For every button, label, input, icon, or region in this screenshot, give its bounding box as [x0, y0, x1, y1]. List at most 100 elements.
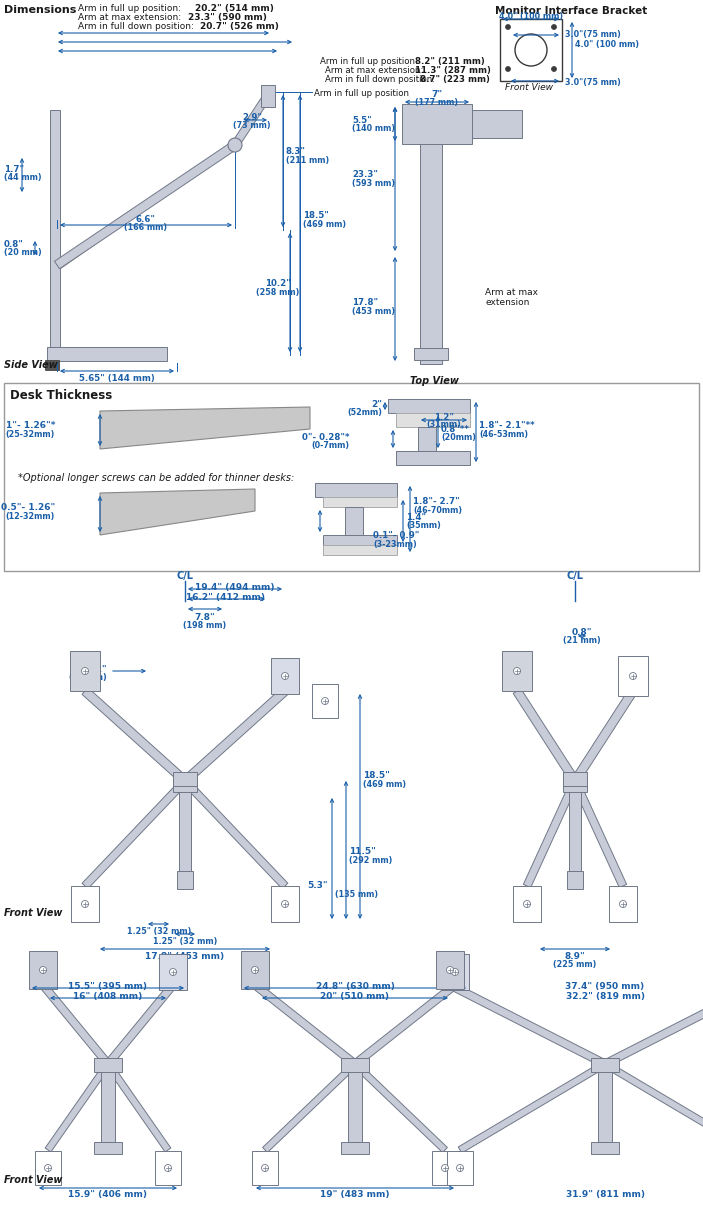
Text: Top View: Top View: [410, 376, 459, 385]
Text: 1.2": 1.2": [434, 413, 454, 422]
Text: (0-7mm): (0-7mm): [312, 441, 350, 450]
Text: 24.8" (630 mm): 24.8" (630 mm): [316, 983, 394, 991]
Polygon shape: [82, 778, 188, 889]
Text: 0"- 0.28"*: 0"- 0.28"*: [302, 433, 350, 441]
Text: 3.1": 3.1": [86, 665, 107, 674]
Polygon shape: [182, 778, 288, 889]
Bar: [159, 955, 187, 990]
Text: 1"- 1.26"*: 1"- 1.26"*: [6, 421, 55, 430]
Text: 31.9" (811 mm): 31.9" (811 mm): [565, 1190, 645, 1199]
Text: (211 mm): (211 mm): [286, 157, 329, 165]
Text: 15.9" (406 mm): 15.9" (406 mm): [68, 1190, 148, 1199]
Bar: [402, 105, 472, 143]
Bar: [323, 545, 397, 554]
Circle shape: [262, 1165, 269, 1171]
Text: 0.8": 0.8": [4, 240, 24, 249]
Circle shape: [551, 24, 557, 29]
Bar: [414, 348, 448, 360]
Circle shape: [551, 67, 557, 72]
Bar: [567, 871, 583, 889]
Text: *Optional longer screws can be added for thinner desks:: *Optional longer screws can be added for…: [18, 473, 295, 483]
Text: (46-70mm): (46-70mm): [413, 506, 462, 516]
Text: 32.2" (819 mm): 32.2" (819 mm): [565, 992, 645, 1001]
Bar: [323, 497, 397, 507]
Text: (166 mm): (166 mm): [124, 223, 167, 232]
Text: 7": 7": [432, 90, 443, 98]
Circle shape: [524, 901, 531, 907]
Bar: [500, 19, 562, 81]
Bar: [345, 507, 363, 547]
Polygon shape: [603, 1062, 703, 1153]
Polygon shape: [572, 779, 626, 888]
Text: (292 mm): (292 mm): [349, 856, 392, 865]
Polygon shape: [45, 1062, 111, 1152]
Polygon shape: [458, 1062, 607, 1153]
Text: 11.3" (287 mm): 11.3" (287 mm): [415, 66, 491, 75]
Text: 20.7" (526 mm): 20.7" (526 mm): [200, 22, 279, 30]
Circle shape: [513, 668, 520, 675]
Polygon shape: [232, 92, 271, 147]
Bar: [569, 786, 581, 871]
Bar: [315, 483, 397, 497]
Text: 3.0"(75 mm): 3.0"(75 mm): [565, 30, 621, 39]
Polygon shape: [82, 688, 188, 784]
Text: (44 mm): (44 mm): [4, 173, 41, 182]
Text: (225 mm): (225 mm): [553, 959, 597, 969]
Text: (35mm): (35mm): [406, 520, 441, 530]
Bar: [241, 951, 269, 989]
Text: 5.3": 5.3": [308, 882, 328, 890]
Text: 1.8"- 2.7": 1.8"- 2.7": [413, 497, 460, 506]
Bar: [432, 1152, 458, 1186]
Polygon shape: [352, 981, 458, 1068]
Text: Side View: Side View: [4, 360, 58, 370]
Bar: [70, 651, 100, 691]
Text: Arm in full up position:: Arm in full up position:: [320, 57, 420, 66]
Circle shape: [446, 967, 453, 974]
Bar: [29, 951, 57, 989]
Text: 1.25" (32 mm): 1.25" (32 mm): [153, 938, 217, 946]
Bar: [436, 951, 464, 989]
Text: 18.5": 18.5": [363, 771, 390, 781]
Text: Dimensions: Dimensions: [4, 5, 77, 15]
Polygon shape: [523, 779, 579, 888]
Circle shape: [252, 967, 259, 974]
Polygon shape: [105, 983, 176, 1066]
Bar: [179, 786, 191, 871]
Text: Arm in full up position: Arm in full up position: [314, 89, 409, 98]
Circle shape: [82, 668, 89, 675]
Text: 1.25" (32 mm): 1.25" (32 mm): [127, 927, 191, 936]
Text: (469 mm): (469 mm): [363, 781, 406, 789]
Bar: [155, 1152, 181, 1186]
Text: 10.2": 10.2": [265, 280, 291, 288]
Text: 0.8": 0.8": [572, 627, 592, 637]
Text: (469 mm): (469 mm): [303, 220, 346, 229]
Bar: [47, 347, 167, 361]
Text: (73 mm): (73 mm): [233, 122, 271, 130]
Text: 16" (408 mm): 16" (408 mm): [73, 992, 143, 1001]
Text: 7.8": 7.8": [195, 613, 215, 623]
Bar: [173, 778, 197, 792]
Text: (198 mm): (198 mm): [183, 621, 226, 630]
Text: 2.9": 2.9": [242, 113, 262, 122]
Bar: [341, 1058, 369, 1073]
Text: 8.3": 8.3": [286, 147, 306, 157]
Bar: [271, 658, 299, 694]
Bar: [35, 1152, 61, 1186]
Circle shape: [456, 1165, 463, 1171]
Text: extension: extension: [485, 298, 529, 306]
Circle shape: [169, 968, 176, 975]
Text: (21 mm): (21 mm): [563, 636, 601, 644]
Polygon shape: [263, 1062, 357, 1153]
Bar: [271, 886, 299, 922]
Text: 8.2" (211 mm): 8.2" (211 mm): [415, 57, 485, 66]
Circle shape: [165, 1165, 172, 1171]
Bar: [252, 1152, 278, 1186]
Text: 19" (483 mm): 19" (483 mm): [321, 1190, 389, 1199]
Circle shape: [619, 901, 626, 907]
Text: C/L: C/L: [567, 572, 583, 581]
Text: 4.0" (100 mm): 4.0" (100 mm): [575, 40, 639, 50]
Circle shape: [441, 1165, 449, 1171]
Text: Arm in full down position:: Arm in full down position:: [78, 22, 197, 30]
Polygon shape: [513, 688, 579, 783]
Text: 8.9": 8.9": [565, 952, 586, 961]
